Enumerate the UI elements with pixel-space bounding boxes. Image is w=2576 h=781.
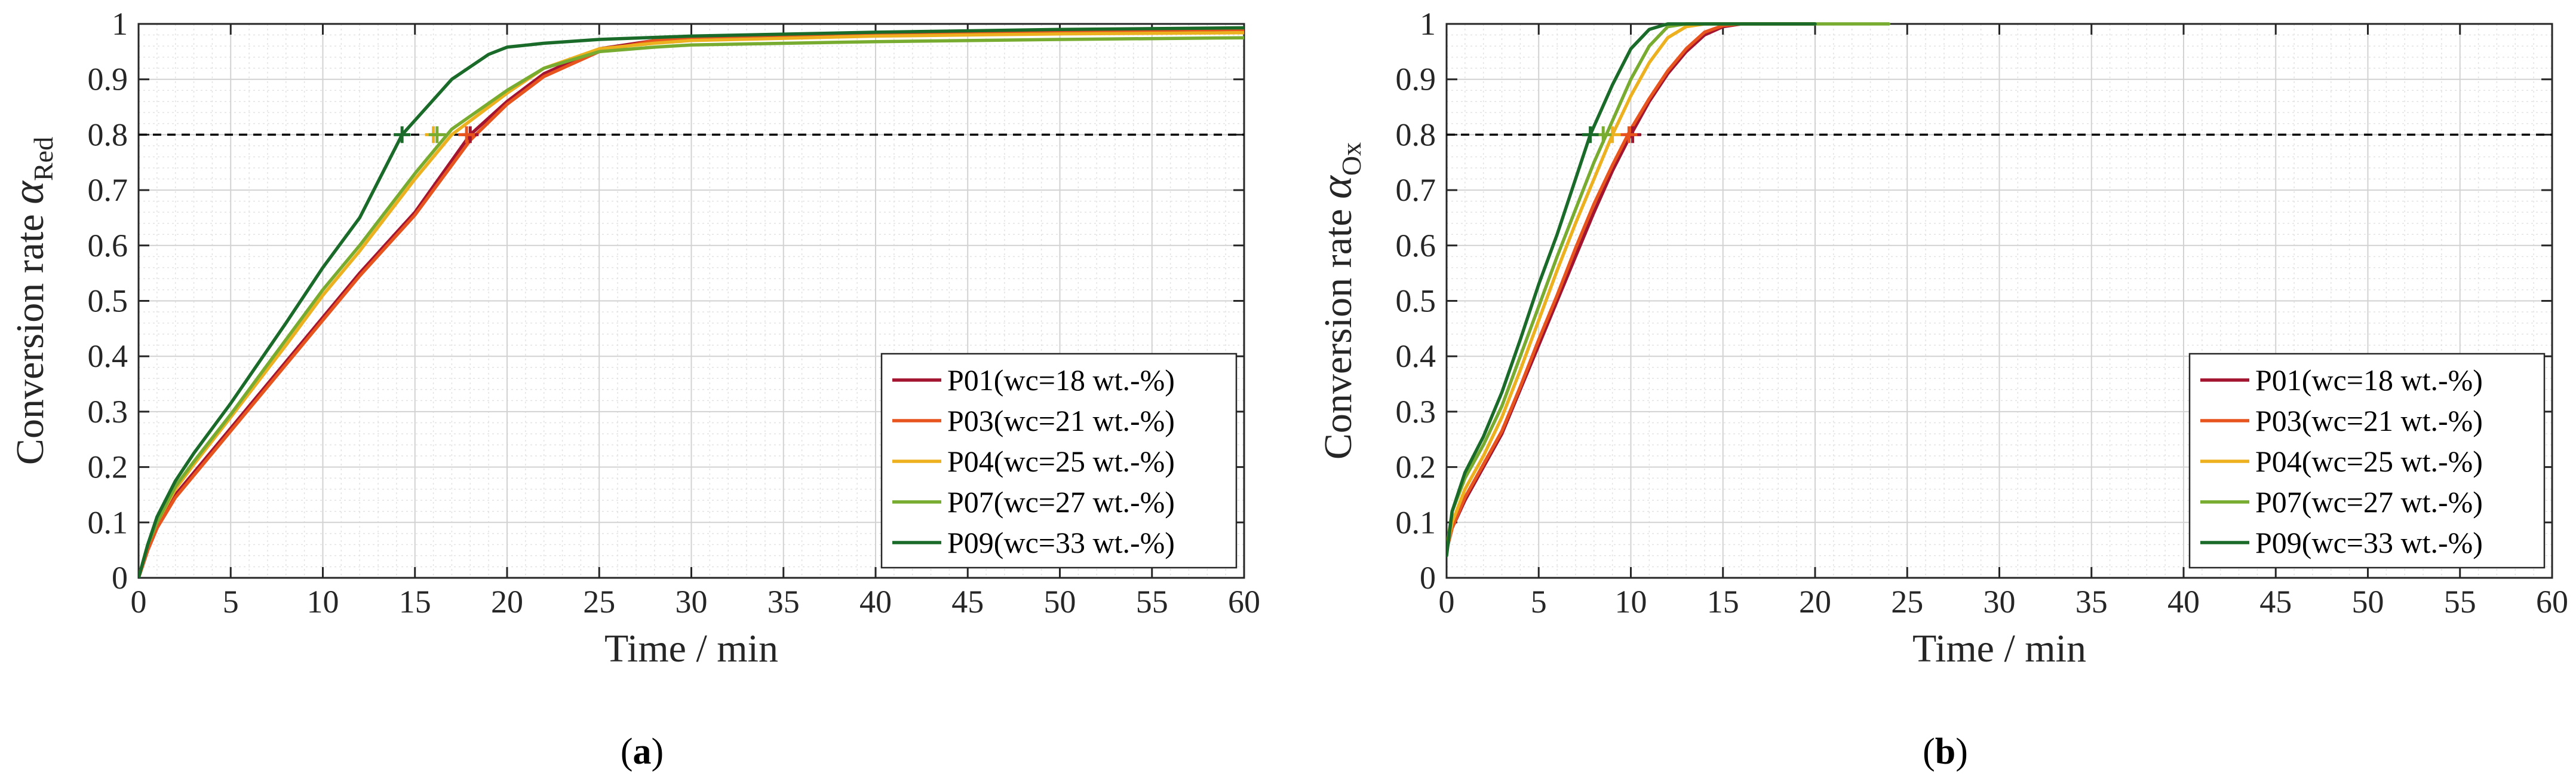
x-tick-label: 30 bbox=[1984, 584, 2016, 620]
x-axis-title: Time / min bbox=[1912, 627, 2086, 670]
legend-entry: P03(wc=21 wt.-%) bbox=[947, 404, 1175, 437]
y-axis-title-subscript: Ox bbox=[1336, 142, 1367, 176]
panel-label-open: ( bbox=[1923, 731, 1935, 772]
x-axis-title: Time / min bbox=[604, 627, 778, 670]
y-tick-label: 0.7 bbox=[88, 172, 128, 208]
y-tick-label: 0.9 bbox=[88, 62, 128, 97]
y-axis-title: Conversion rate αOx bbox=[1312, 142, 1367, 460]
y-tick-label: 0.5 bbox=[88, 283, 128, 319]
series-marker-5 bbox=[1582, 126, 1599, 143]
x-tick-label: 5 bbox=[223, 584, 239, 620]
y-axis-title-text: Conversion rate bbox=[8, 204, 52, 465]
legend-entry: P09(wc=33 wt.-%) bbox=[947, 526, 1175, 559]
y-tick-label: 0.6 bbox=[88, 228, 128, 264]
x-tick-label: 30 bbox=[676, 584, 708, 620]
x-tick-label: 60 bbox=[2536, 584, 2568, 620]
series-line-3 bbox=[1447, 22, 1817, 552]
minor-grid bbox=[1447, 24, 2552, 578]
x-tick-label: 20 bbox=[1799, 584, 1831, 620]
x-tick-label: 55 bbox=[2444, 584, 2476, 620]
series-marker-2 bbox=[458, 126, 475, 143]
x-tick-label: 5 bbox=[1531, 584, 1547, 620]
x-tick-label: 45 bbox=[951, 584, 984, 620]
panel-label: (a) bbox=[621, 731, 664, 772]
y-tick-label: 1 bbox=[112, 6, 128, 42]
panel-label-close: ) bbox=[652, 731, 664, 772]
minor-grid bbox=[139, 24, 1244, 578]
series-line-5 bbox=[1447, 22, 1817, 558]
y-tick-label: 0.6 bbox=[1396, 228, 1436, 264]
x-tick-label: 15 bbox=[1707, 584, 1739, 620]
y-axis-title-text: Conversion rate bbox=[1316, 199, 1360, 460]
x-tick-label: 25 bbox=[1891, 584, 1923, 620]
y-tick-label: 0.3 bbox=[1396, 394, 1436, 430]
x-tick-label: 45 bbox=[2259, 584, 2292, 620]
y-axis-title-symbol: α bbox=[1312, 174, 1361, 199]
y-tick-label: 0.3 bbox=[88, 394, 128, 430]
y-tick-label: 0.4 bbox=[88, 338, 128, 374]
x-tick-label: 0 bbox=[1439, 584, 1455, 620]
y-tick-label: 0.8 bbox=[1396, 117, 1436, 152]
series-line-4 bbox=[139, 36, 1244, 578]
panel-label-letter: a bbox=[633, 731, 652, 772]
x-tick-label: 10 bbox=[1615, 584, 1647, 620]
x-tick-label: 60 bbox=[1228, 584, 1260, 620]
x-tick-label: 15 bbox=[399, 584, 431, 620]
y-tick-label: 0.9 bbox=[1396, 62, 1436, 97]
series-marker-5 bbox=[394, 126, 411, 143]
y-tick-label: 0.5 bbox=[1396, 283, 1436, 319]
y-tick-label: 0.1 bbox=[88, 504, 128, 540]
legend-entry: P04(wc=25 wt.-%) bbox=[947, 445, 1175, 478]
y-tick-label: 0.8 bbox=[88, 117, 128, 152]
y-axis-title-subscript: Red bbox=[28, 137, 59, 181]
panel-label-open: ( bbox=[621, 731, 633, 772]
x-tick-label: 50 bbox=[1044, 584, 1076, 620]
series-group bbox=[139, 26, 1244, 578]
x-tick-label: 50 bbox=[2352, 584, 2384, 620]
legend-entry: P07(wc=27 wt.-%) bbox=[947, 485, 1175, 519]
y-tick-label: 0.7 bbox=[1396, 172, 1436, 208]
panel-label-letter: b bbox=[1935, 731, 1955, 772]
legend: P01(wc=18 wt.-%) P03(wc=21 wt.-%) P04(wc=2… bbox=[880, 353, 1238, 569]
series-line-4 bbox=[1447, 22, 1891, 552]
x-tick-label: 20 bbox=[491, 584, 523, 620]
panel-label: (b) bbox=[1923, 731, 1968, 772]
x-tick-label: 40 bbox=[859, 584, 892, 620]
y-tick-label: 0.2 bbox=[88, 449, 128, 485]
y-tick-label: 1 bbox=[1420, 6, 1436, 42]
y-tick-label: 0 bbox=[112, 560, 128, 596]
chart-a: 0 5 10 15 20 25 30 35 40 45 50 55 60 0 0.1 0.2 0.3 0.4 0.5… bbox=[4, 6, 1260, 772]
y-axis-title: Conversion rate αRed bbox=[4, 137, 59, 465]
y-axis-title-symbol: α bbox=[4, 180, 53, 204]
x-tick-label: 35 bbox=[2075, 584, 2108, 620]
y-tick-label: 0.4 bbox=[1396, 338, 1436, 374]
legend-entry: P01(wc=18 wt.-%) bbox=[2255, 363, 2483, 397]
y-tick-label: 0.2 bbox=[1396, 449, 1436, 485]
series-marker-4 bbox=[428, 126, 446, 143]
y-tick-label: 0 bbox=[1420, 560, 1436, 596]
chart-b: 0 5 10 15 20 25 30 35 40 45 50 55 60 0 0.1 0.2 0.3 0.4 0.5… bbox=[1312, 6, 2568, 772]
legend-entry: P03(wc=21 wt.-%) bbox=[2255, 404, 2483, 437]
legend-entry: P09(wc=33 wt.-%) bbox=[2255, 526, 2483, 559]
series-group bbox=[1447, 22, 1891, 558]
legend-entry: P01(wc=18 wt.-%) bbox=[947, 363, 1175, 397]
legend-entry: P07(wc=27 wt.-%) bbox=[2255, 485, 2483, 519]
x-tick-label: 40 bbox=[2167, 584, 2200, 620]
legend: P01(wc=18 wt.-%) P03(wc=21 wt.-%) P04(wc=2… bbox=[2188, 353, 2546, 569]
legend-entry: P04(wc=25 wt.-%) bbox=[2255, 445, 2483, 478]
panel-label-close: ) bbox=[1955, 731, 1968, 772]
x-tick-label: 10 bbox=[307, 584, 339, 620]
x-tick-label: 0 bbox=[131, 584, 147, 620]
series-line-2 bbox=[1447, 22, 1817, 552]
series-marker-2 bbox=[1620, 126, 1638, 143]
x-tick-label: 55 bbox=[1136, 584, 1168, 620]
y-tick-label: 0.1 bbox=[1396, 504, 1436, 540]
x-tick-label: 25 bbox=[583, 584, 615, 620]
x-tick-label: 35 bbox=[767, 584, 800, 620]
